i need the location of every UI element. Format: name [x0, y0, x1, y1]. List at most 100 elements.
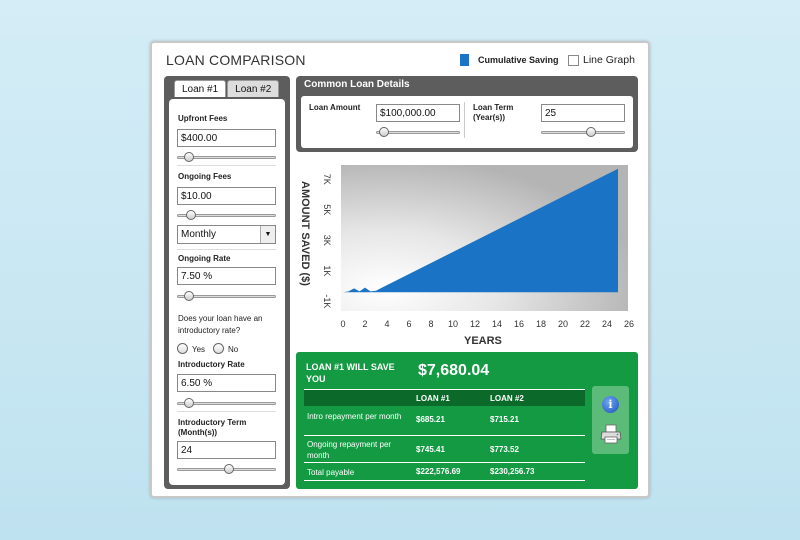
x-axis-label: YEARS: [464, 335, 502, 347]
divider: [177, 249, 276, 250]
legend-cumulative-saving: Cumulative Saving: [460, 54, 559, 66]
intro-repayment-loan2: $715.21: [490, 415, 519, 424]
legend-cumulative-label: Cumulative Saving: [478, 55, 559, 65]
intro-rate-question: Does your loan have an introductory rate…: [178, 314, 263, 335]
tools-panel: i: [592, 386, 629, 454]
intro-term-slider[interactable]: [177, 464, 276, 474]
line-graph-toggle[interactable]: Line Graph: [568, 54, 635, 66]
loan-amount-label: Loan Amount: [309, 103, 361, 112]
loan-term-slider[interactable]: [541, 127, 625, 137]
x-tick-label: 14: [492, 319, 502, 329]
x-tick-label: 8: [428, 319, 433, 329]
intro-no-label: No: [228, 345, 239, 354]
total-payable-loan2: $230,256.73: [490, 467, 535, 476]
row-label: Intro repayment per month: [307, 412, 402, 421]
upfront-fees-label: Upfront Fees: [178, 114, 228, 123]
intro-no-radio[interactable]: [213, 343, 224, 354]
info-icon[interactable]: i: [602, 396, 619, 413]
intro-rate-input[interactable]: 6.50 %: [177, 374, 276, 392]
slider-handle[interactable]: [186, 210, 196, 220]
loan-comparison-widget: LOAN COMPARISON Cumulative Saving Line G…: [150, 41, 650, 498]
loan-term-input[interactable]: 25: [541, 104, 625, 122]
tab-loan-1[interactable]: Loan #1: [174, 80, 227, 97]
upfront-fees-slider[interactable]: [177, 152, 276, 162]
divider: [177, 411, 276, 412]
x-tick-label: 22: [580, 319, 590, 329]
divider: [304, 480, 585, 481]
slider-handle[interactable]: [184, 152, 194, 162]
x-tick-label: 0: [340, 319, 345, 329]
x-tick-label: 12: [470, 319, 480, 329]
slider-handle[interactable]: [586, 127, 596, 137]
divider: [304, 462, 585, 463]
fee-frequency-select[interactable]: Monthly ▼: [177, 225, 276, 244]
col-loan1-header: LOAN #1: [416, 394, 450, 403]
loan-amount-slider[interactable]: [376, 127, 460, 137]
ongoing-fees-slider[interactable]: [177, 210, 276, 220]
line-graph-checkbox[interactable]: [568, 54, 579, 66]
slider-handle[interactable]: [224, 464, 234, 474]
intro-rate-label: Introductory Rate: [178, 360, 245, 369]
results-panel: LOAN #1 WILL SAVE YOU $7,680.04 LOAN #1 …: [296, 352, 638, 489]
savings-amount: $7,680.04: [418, 362, 490, 379]
intro-yes-radio[interactable]: [177, 343, 188, 354]
loan-form: Upfront Fees $400.00 Ongoing Fees $10.00…: [169, 99, 285, 485]
legend-swatch-icon: [460, 54, 469, 66]
x-tick-label: 4: [384, 319, 389, 329]
line-graph-label: Line Graph: [583, 54, 635, 66]
ongoing-fees-input[interactable]: $10.00: [177, 187, 276, 205]
ongoing-rate-label: Ongoing Rate: [178, 254, 231, 263]
x-tick-label: 26: [624, 319, 634, 329]
ongoing-rate-slider[interactable]: [177, 291, 276, 301]
slider-handle[interactable]: [184, 291, 194, 301]
common-details-title: Common Loan Details: [304, 79, 410, 90]
x-tick-label: 16: [514, 319, 524, 329]
results-header-bar: [304, 390, 585, 406]
x-tick-label: 2: [362, 319, 367, 329]
ongoing-repayment-loan1: $745.41: [416, 445, 445, 454]
x-tick-label: 20: [558, 319, 568, 329]
intro-term-label: Introductory Term (Month(s)): [178, 418, 247, 437]
savings-area: [343, 168, 618, 293]
savings-chart: 0 2 4 6 8 10 12 14 16 18 20 22 24 26 -1K 1K 3K 5K 7K AMOUN…: [296, 155, 638, 349]
intro-rate-slider[interactable]: [177, 398, 276, 408]
common-details-form: Loan Amount $100,000.00 Loan Term (Year(…: [301, 96, 633, 148]
x-tick-label: 24: [602, 319, 612, 329]
y-tick-label: 5K: [322, 204, 332, 215]
print-icon[interactable]: [600, 424, 622, 444]
upfront-fees-input[interactable]: $400.00: [177, 129, 276, 147]
slider-handle[interactable]: [184, 398, 194, 408]
tab-loan-2[interactable]: Loan #2: [227, 80, 280, 97]
chevron-down-icon[interactable]: ▼: [260, 226, 275, 243]
row-label: Total payable: [307, 468, 355, 477]
total-payable-loan1: $222,576.69: [416, 467, 461, 476]
ongoing-repayment-loan2: $773.52: [490, 445, 519, 454]
divider: [304, 435, 585, 436]
ongoing-fees-label: Ongoing Fees: [178, 172, 232, 181]
divider: [464, 102, 465, 138]
loan-tabs: Loan #1 Loan #2: [174, 80, 280, 97]
intro-term-input[interactable]: 24: [177, 441, 276, 459]
x-tick-label: 6: [406, 319, 411, 329]
loan-details-panel: Loan #1 Loan #2 Upfront Fees $400.00 Ong…: [164, 76, 290, 489]
col-loan2-header: LOAN #2: [490, 394, 524, 403]
x-tick-label: 10: [448, 319, 458, 329]
y-tick-label: 3K: [322, 235, 332, 246]
result-headline: LOAN #1 WILL SAVE YOU: [306, 362, 395, 384]
intro-yes-label: Yes: [192, 345, 206, 354]
y-tick-label: 1K: [322, 265, 332, 276]
page-title: LOAN COMPARISON: [166, 52, 306, 68]
y-tick-label: -1K: [322, 294, 332, 308]
divider: [177, 165, 276, 166]
common-loan-details: Common Loan Details Loan Amount $100,000…: [296, 76, 638, 152]
fee-frequency-value: Monthly: [181, 229, 217, 240]
divider: [304, 389, 585, 390]
loan-amount-input[interactable]: $100,000.00: [376, 104, 460, 122]
loan-term-label: Loan Term (Year(s)): [473, 103, 514, 122]
y-tick-label: 7K: [322, 174, 332, 185]
ongoing-rate-input[interactable]: 7.50 %: [177, 267, 276, 285]
x-tick-label: 18: [536, 319, 546, 329]
slider-handle[interactable]: [379, 127, 389, 137]
intro-repayment-loan1: $685.21: [416, 415, 445, 424]
